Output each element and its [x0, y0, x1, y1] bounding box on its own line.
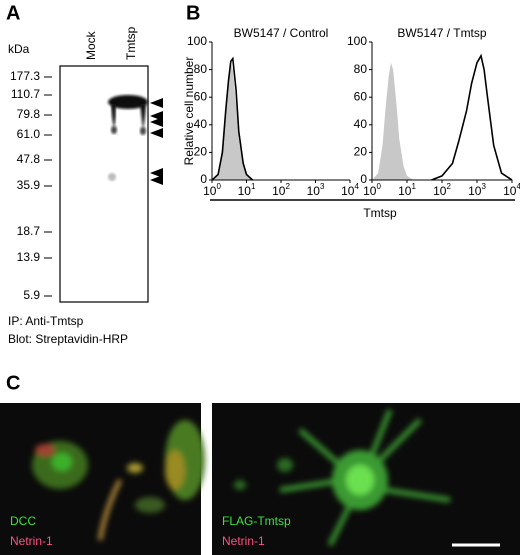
stain-label: DCC: [10, 514, 36, 528]
marker-label: 18.7: [17, 224, 41, 238]
x-tick-label: 101: [398, 182, 416, 198]
chart-title: BW5147 / Control: [234, 26, 329, 40]
histogram-curve: [211, 56, 254, 181]
caption-line: Blot: Streptavidin-HRP: [8, 332, 128, 346]
x-tick-label: 100: [203, 182, 221, 198]
stain-label: Netrin-1: [10, 534, 53, 548]
x-tick-label: 102: [272, 182, 290, 198]
marker-label: 13.9: [17, 250, 41, 264]
histogram-curve: [431, 53, 513, 181]
x-tick-label: 103: [468, 182, 486, 198]
marker-label: 47.8: [17, 152, 41, 166]
caption-line: IP: Anti-Tmtsp: [8, 314, 84, 328]
y-tick-label: 0: [360, 172, 367, 186]
y-tick-label: 80: [354, 62, 368, 76]
y-tick-label: 40: [194, 117, 208, 131]
panel-label: C: [6, 372, 20, 394]
marker-label: 177.3: [10, 69, 40, 83]
y-tick-label: 60: [354, 89, 368, 103]
unit-label: kDa: [8, 42, 30, 56]
x-tick-label: 100: [363, 182, 381, 198]
micrograph: [212, 403, 520, 555]
marker-label: 110.7: [11, 87, 40, 101]
x-tick-label: 104: [503, 182, 520, 198]
chart-title: BW5147 / Tmtsp: [397, 26, 486, 40]
y-tick-label: 20: [354, 145, 368, 159]
y-tick-label: 100: [347, 34, 367, 48]
x-tick-label: 102: [433, 182, 451, 198]
histogram-curve: [372, 62, 414, 181]
marker-label: 61.0: [17, 127, 41, 141]
y-tick-label: 80: [194, 62, 208, 76]
micrograph: [0, 403, 205, 555]
y-axis-label: Relative cell number: [182, 57, 196, 166]
y-tick-label: 0: [200, 172, 207, 186]
y-tick-label: 100: [187, 34, 207, 48]
lane-label: Mock: [84, 30, 98, 60]
stain-label: FLAG-Tmtsp: [222, 514, 291, 528]
blot-bands: [108, 95, 148, 181]
marker-label: 35.9: [17, 178, 41, 192]
x-tick-label: 103: [307, 182, 325, 198]
marker-label: 79.8: [17, 107, 41, 121]
x-axis-label: Tmtsp: [363, 206, 397, 220]
panel-label: A: [6, 2, 20, 24]
y-tick-label: 60: [194, 89, 208, 103]
arrowheads: [150, 98, 163, 185]
stain-label: Netrin-1: [222, 534, 265, 548]
x-tick-label: 101: [238, 182, 256, 198]
y-tick-label: 20: [194, 145, 208, 159]
y-tick-label: 40: [354, 117, 368, 131]
lane-label: Tmtsp: [124, 26, 138, 60]
x-tick-label: 104: [341, 182, 359, 198]
panel-label: B: [186, 2, 200, 24]
marker-label: 5.9: [23, 288, 40, 302]
histogram-curve: [212, 62, 253, 181]
